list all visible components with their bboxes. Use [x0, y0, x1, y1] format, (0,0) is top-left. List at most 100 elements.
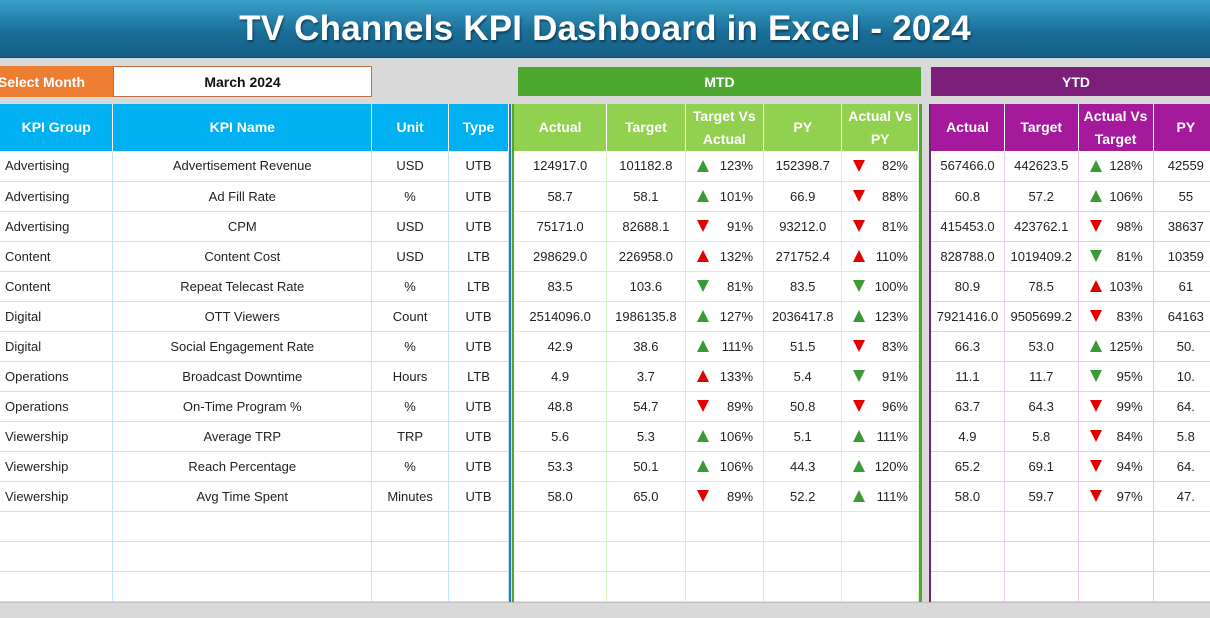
ytd-actual-cell[interactable]: 415453.0 — [931, 211, 1005, 242]
ytd-actual-vs-target-cell[interactable]: 125% — [1078, 331, 1154, 362]
empty-cell[interactable] — [371, 571, 450, 602]
ytd-actual-vs-target-cell[interactable]: 99% — [1078, 391, 1154, 422]
ytd-actual-cell[interactable]: 63.7 — [931, 391, 1005, 422]
kpi-group-cell[interactable]: Viewership — [0, 481, 114, 512]
kpi-type-cell[interactable]: UTB — [448, 391, 509, 422]
empty-cell[interactable] — [685, 571, 765, 602]
kpi-type-cell[interactable]: UTB — [448, 151, 509, 182]
mtd-target-vs-actual-cell[interactable]: 111% — [685, 331, 765, 362]
mtd-header-target[interactable]: Target — [606, 104, 686, 151]
kpi-name-cell[interactable]: Average TRP — [112, 421, 373, 452]
empty-cell[interactable] — [931, 571, 1005, 602]
empty-cell[interactable] — [1153, 571, 1210, 602]
mtd-py-cell[interactable]: 152398.7 — [763, 151, 843, 182]
ytd-py-cell[interactable]: 47. — [1153, 481, 1210, 512]
ytd-py-cell[interactable]: 10359 — [1153, 241, 1210, 272]
ytd-py-cell[interactable]: 5.8 — [1153, 421, 1210, 452]
empty-cell[interactable] — [1004, 541, 1079, 572]
kpi-group-cell[interactable]: Operations — [0, 361, 114, 392]
kpi-group-cell[interactable]: Viewership — [0, 451, 114, 482]
kpi-type-cell[interactable]: LTB — [448, 361, 509, 392]
kpi-unit-cell[interactable]: USD — [371, 241, 450, 272]
ytd-py-cell[interactable]: 64163 — [1153, 301, 1210, 332]
ytd-py-cell[interactable]: 64. — [1153, 391, 1210, 422]
mtd-target-cell[interactable]: 65.0 — [606, 481, 686, 512]
ytd-target-cell[interactable]: 423762.1 — [1004, 211, 1079, 242]
empty-cell[interactable] — [1078, 541, 1154, 572]
empty-cell[interactable] — [112, 511, 373, 542]
mtd-actual-cell[interactable]: 83.5 — [514, 271, 608, 302]
empty-cell[interactable] — [1078, 571, 1154, 602]
empty-cell[interactable] — [448, 511, 509, 542]
kpi-type-cell[interactable]: UTB — [448, 211, 509, 242]
ytd-actual-vs-target-cell[interactable]: 128% — [1078, 151, 1154, 182]
kpi-name-cell[interactable]: Reach Percentage — [112, 451, 373, 482]
ytd-actual-vs-target-cell[interactable]: 103% — [1078, 271, 1154, 302]
kpi-unit-cell[interactable]: % — [371, 181, 450, 212]
ytd-actual-cell[interactable]: 65.2 — [931, 451, 1005, 482]
kpi-unit-cell[interactable]: Minutes — [371, 481, 450, 512]
kpi-type-cell[interactable]: UTB — [448, 331, 509, 362]
ytd-actual-cell[interactable]: 60.8 — [931, 181, 1005, 212]
mtd-target-vs-actual-cell[interactable]: 132% — [685, 241, 765, 272]
empty-cell[interactable] — [371, 511, 450, 542]
ytd-actual-vs-target-cell[interactable]: 98% — [1078, 211, 1154, 242]
mtd-actual-vs-py-cell[interactable]: 100% — [841, 271, 919, 302]
ytd-header-py[interactable]: PY — [1153, 104, 1210, 151]
kpi-name-cell[interactable]: Ad Fill Rate — [112, 181, 373, 212]
ytd-py-cell[interactable]: 64. — [1153, 451, 1210, 482]
ytd-header-actual[interactable]: Actual — [931, 104, 1005, 151]
mtd-actual-vs-py-cell[interactable]: 88% — [841, 181, 919, 212]
mtd-target-cell[interactable]: 54.7 — [606, 391, 686, 422]
mtd-target-cell[interactable]: 58.1 — [606, 181, 686, 212]
kpi-unit-cell[interactable]: USD — [371, 211, 450, 242]
mtd-actual-cell[interactable]: 42.9 — [514, 331, 608, 362]
empty-cell[interactable] — [448, 541, 509, 572]
mtd-actual-cell[interactable]: 4.9 — [514, 361, 608, 392]
mtd-py-cell[interactable]: 93212.0 — [763, 211, 843, 242]
ytd-actual-vs-target-cell[interactable]: 94% — [1078, 451, 1154, 482]
kpi-type-cell[interactable]: UTB — [448, 301, 509, 332]
mtd-py-cell[interactable]: 2036417.8 — [763, 301, 843, 332]
mtd-target-cell[interactable]: 3.7 — [606, 361, 686, 392]
empty-cell[interactable] — [1004, 511, 1079, 542]
header-kpi-name[interactable]: KPI Name — [112, 104, 373, 151]
ytd-actual-cell[interactable]: 7921416.0 — [931, 301, 1005, 332]
mtd-actual-cell[interactable]: 75171.0 — [514, 211, 608, 242]
kpi-name-cell[interactable]: Social Engagement Rate — [112, 331, 373, 362]
mtd-actual-vs-py-cell[interactable]: 120% — [841, 451, 919, 482]
kpi-unit-cell[interactable]: % — [371, 391, 450, 422]
mtd-target-cell[interactable]: 226958.0 — [606, 241, 686, 272]
kpi-group-cell[interactable]: Advertising — [0, 181, 114, 212]
kpi-unit-cell[interactable]: Count — [371, 301, 450, 332]
kpi-unit-cell[interactable]: % — [371, 331, 450, 362]
ytd-header-target[interactable]: Target — [1004, 104, 1079, 151]
mtd-target-vs-actual-cell[interactable]: 81% — [685, 271, 765, 302]
mtd-actual-vs-py-cell[interactable]: 110% — [841, 241, 919, 272]
empty-cell[interactable] — [112, 571, 373, 602]
mtd-py-cell[interactable]: 51.5 — [763, 331, 843, 362]
mtd-target-vs-actual-cell[interactable]: 89% — [685, 391, 765, 422]
ytd-target-cell[interactable]: 9505699.2 — [1004, 301, 1079, 332]
kpi-group-cell[interactable]: Digital — [0, 301, 114, 332]
kpi-unit-cell[interactable]: TRP — [371, 421, 450, 452]
ytd-target-cell[interactable]: 64.3 — [1004, 391, 1079, 422]
mtd-actual-cell[interactable]: 298629.0 — [514, 241, 608, 272]
ytd-header-actual-vs-target[interactable]: Actual Vs Target — [1078, 104, 1154, 151]
ytd-py-cell[interactable]: 42559 — [1153, 151, 1210, 182]
mtd-py-cell[interactable]: 5.1 — [763, 421, 843, 452]
kpi-name-cell[interactable]: Content Cost — [112, 241, 373, 272]
ytd-target-cell[interactable]: 57.2 — [1004, 181, 1079, 212]
mtd-target-vs-actual-cell[interactable]: 106% — [685, 421, 765, 452]
mtd-target-cell[interactable]: 5.3 — [606, 421, 686, 452]
ytd-target-cell[interactable]: 11.7 — [1004, 361, 1079, 392]
empty-cell[interactable] — [606, 571, 686, 602]
empty-cell[interactable] — [841, 541, 919, 572]
ytd-actual-cell[interactable]: 4.9 — [931, 421, 1005, 452]
empty-cell[interactable] — [931, 511, 1005, 542]
mtd-py-cell[interactable]: 271752.4 — [763, 241, 843, 272]
mtd-target-cell[interactable]: 38.6 — [606, 331, 686, 362]
ytd-actual-cell[interactable]: 567466.0 — [931, 151, 1005, 182]
ytd-py-cell[interactable]: 55 — [1153, 181, 1210, 212]
empty-cell[interactable] — [763, 511, 843, 542]
